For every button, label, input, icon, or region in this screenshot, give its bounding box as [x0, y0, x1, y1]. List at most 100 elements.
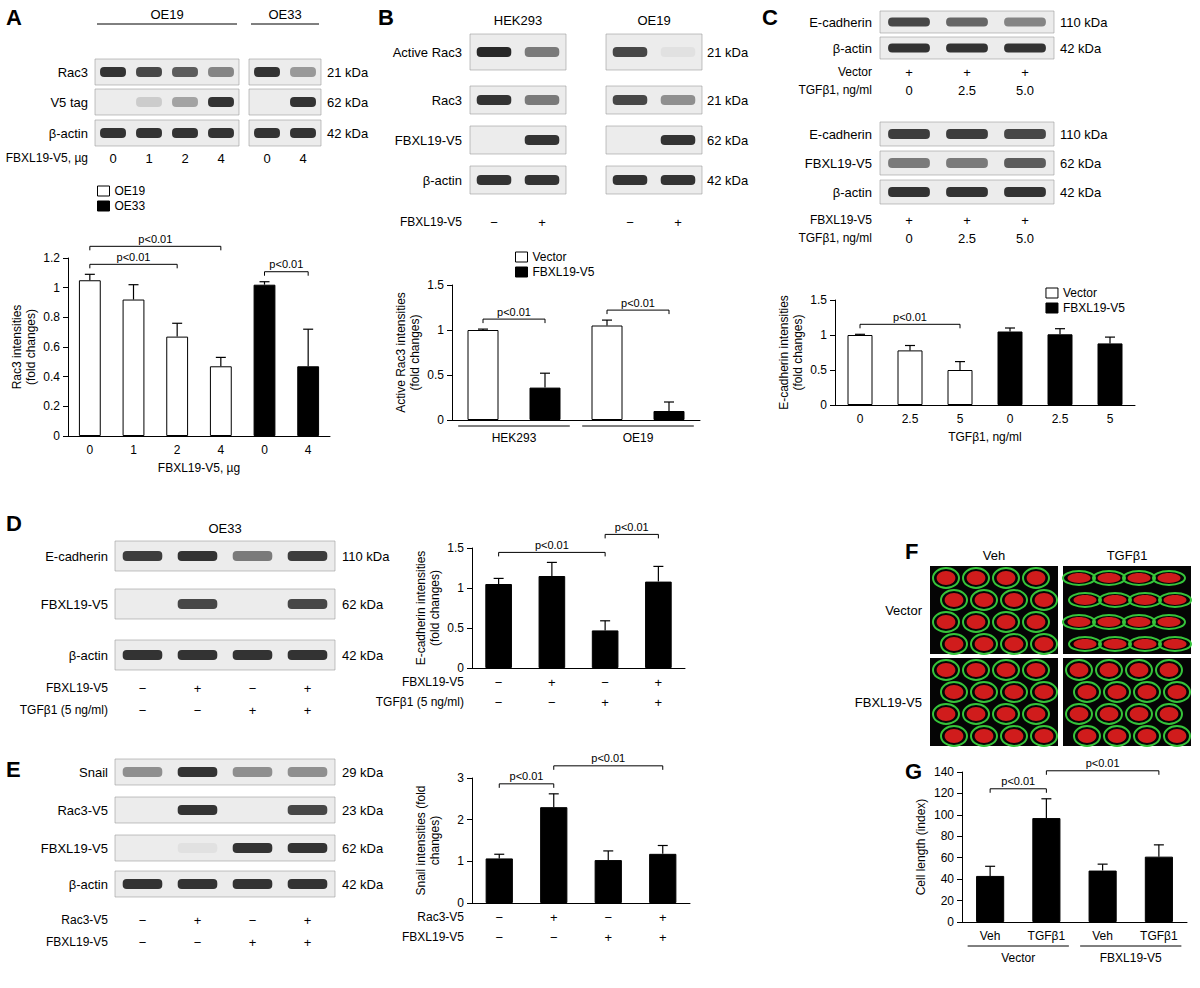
svg-text:V5 tag: V5 tag: [50, 95, 88, 110]
svg-text:TGFβ1: TGFβ1: [1107, 548, 1148, 563]
svg-text:−: −: [626, 215, 634, 230]
svg-text:FBXL19-V5: FBXL19-V5: [810, 213, 872, 227]
svg-text:Snail: Snail: [79, 765, 108, 780]
svg-text:β-actin: β-actin: [69, 648, 108, 663]
svg-text:FBXL19-V5: FBXL19-V5: [1100, 951, 1162, 965]
svg-text:5: 5: [957, 412, 964, 426]
svg-text:2: 2: [457, 813, 464, 827]
svg-text:p<0.01: p<0.01: [535, 539, 569, 551]
svg-text:2: 2: [174, 443, 181, 457]
svg-text:−: −: [495, 910, 503, 925]
svg-text:p<0.01: p<0.01: [138, 233, 172, 245]
svg-text:TGFβ1 (5 ng/ml): TGFβ1 (5 ng/ml): [376, 695, 464, 709]
svg-text:0.5: 0.5: [810, 363, 827, 377]
svg-text:Rac3: Rac3: [432, 93, 462, 108]
svg-text:FBXL19-V5: FBXL19-V5: [400, 215, 462, 229]
svg-text:+: +: [674, 215, 682, 230]
svg-text:(fold changes): (fold changes): [791, 314, 805, 390]
svg-text:1.5: 1.5: [810, 293, 827, 307]
svg-text:0: 0: [947, 915, 954, 929]
svg-text:+: +: [905, 65, 913, 80]
svg-text:Snail intensities (fold: Snail intensities (fold: [414, 785, 428, 895]
svg-text:E-cadherin: E-cadherin: [809, 15, 872, 30]
svg-text:OE33: OE33: [268, 7, 301, 22]
svg-text:+: +: [963, 213, 971, 228]
svg-text:1: 1: [145, 151, 152, 166]
svg-text:−: −: [601, 675, 609, 690]
svg-text:42 kDa: 42 kDa: [342, 648, 384, 663]
svg-text:E-cadherin intensities: E-cadherin intensities: [414, 551, 428, 666]
svg-text:OE33: OE33: [115, 199, 146, 213]
svg-text:2.5: 2.5: [958, 231, 976, 246]
svg-text:−: −: [194, 935, 202, 950]
svg-text:4: 4: [299, 151, 306, 166]
svg-text:0: 0: [457, 896, 464, 910]
svg-text:0: 0: [457, 661, 464, 675]
svg-text:1: 1: [457, 854, 464, 868]
svg-text:+: +: [194, 913, 202, 928]
svg-text:FBXL19-V5: FBXL19-V5: [1063, 301, 1125, 315]
svg-text:p<0.01: p<0.01: [621, 297, 655, 309]
svg-text:TGFβ1, ng/ml: TGFβ1, ng/ml: [948, 430, 1022, 444]
svg-text:Veh: Veh: [980, 929, 1001, 943]
svg-text:Rac3-V5: Rac3-V5: [57, 803, 108, 818]
svg-text:+: +: [1021, 65, 1029, 80]
svg-text:21 kDa: 21 kDa: [707, 93, 749, 108]
svg-text:Veh: Veh: [1092, 929, 1113, 943]
svg-text:p<0.01: p<0.01: [591, 752, 625, 764]
svg-text:4: 4: [305, 443, 312, 457]
svg-text:−: −: [548, 695, 556, 710]
svg-text:p<0.01: p<0.01: [893, 311, 927, 323]
svg-text:62 kDa: 62 kDa: [707, 133, 749, 148]
svg-text:0: 0: [1007, 412, 1014, 426]
svg-text:+: +: [249, 935, 257, 950]
svg-text:4: 4: [217, 151, 224, 166]
svg-text:+: +: [655, 675, 663, 690]
svg-text:E-cadherin: E-cadherin: [809, 127, 872, 142]
svg-text:+: +: [538, 215, 546, 230]
svg-text:p<0.01: p<0.01: [1001, 775, 1035, 787]
svg-text:Vector: Vector: [1063, 286, 1097, 300]
svg-text:4: 4: [217, 443, 224, 457]
svg-text:+: +: [963, 65, 971, 80]
svg-text:OE19: OE19: [623, 431, 654, 445]
svg-text:−: −: [139, 681, 147, 696]
svg-text:110 kDa: 110 kDa: [1060, 127, 1108, 142]
svg-text:62 kDa: 62 kDa: [342, 841, 384, 856]
svg-text:42 kDa: 42 kDa: [327, 126, 369, 141]
svg-text:1.5: 1.5: [427, 278, 444, 292]
svg-text:FBXL19-V5: FBXL19-V5: [855, 695, 922, 710]
svg-text:−: −: [139, 913, 147, 928]
svg-text:Veh: Veh: [983, 548, 1005, 563]
svg-text:29 kDa: 29 kDa: [342, 765, 384, 780]
svg-text:FBXL19-V5: FBXL19-V5: [41, 841, 108, 856]
svg-text:2.5: 2.5: [902, 412, 919, 426]
svg-text:+: +: [304, 703, 312, 718]
svg-text:E-cadherin: E-cadherin: [45, 549, 108, 564]
svg-text:62 kDa: 62 kDa: [1060, 156, 1102, 171]
svg-text:FBXL19-V5, µg: FBXL19-V5, µg: [6, 151, 88, 165]
svg-text:+: +: [659, 930, 667, 945]
svg-text:β-actin: β-actin: [833, 185, 872, 200]
svg-text:TGFβ1, ng/ml: TGFβ1, ng/ml: [798, 83, 872, 97]
svg-text:p<0.01: p<0.01: [615, 521, 649, 533]
svg-text:−: −: [249, 913, 257, 928]
svg-text:B: B: [378, 5, 394, 30]
svg-text:2.5: 2.5: [1052, 412, 1069, 426]
svg-text:changes): changes): [428, 816, 442, 865]
svg-text:21 kDa: 21 kDa: [327, 65, 369, 80]
svg-text:A: A: [6, 5, 22, 30]
svg-text:0: 0: [857, 412, 864, 426]
svg-text:5.0: 5.0: [1016, 83, 1034, 98]
svg-text:G: G: [905, 759, 922, 784]
svg-text:−: −: [490, 215, 498, 230]
svg-text:62 kDa: 62 kDa: [342, 597, 384, 612]
svg-text:1: 1: [457, 581, 464, 595]
svg-text:21 kDa: 21 kDa: [707, 45, 749, 60]
svg-text:42 kDa: 42 kDa: [707, 173, 749, 188]
svg-text:−: −: [194, 703, 202, 718]
svg-text:E-cadherin intensities: E-cadherin intensities: [777, 295, 791, 410]
svg-text:+: +: [659, 910, 667, 925]
svg-text:+: +: [548, 675, 556, 690]
svg-text:F: F: [905, 539, 918, 564]
